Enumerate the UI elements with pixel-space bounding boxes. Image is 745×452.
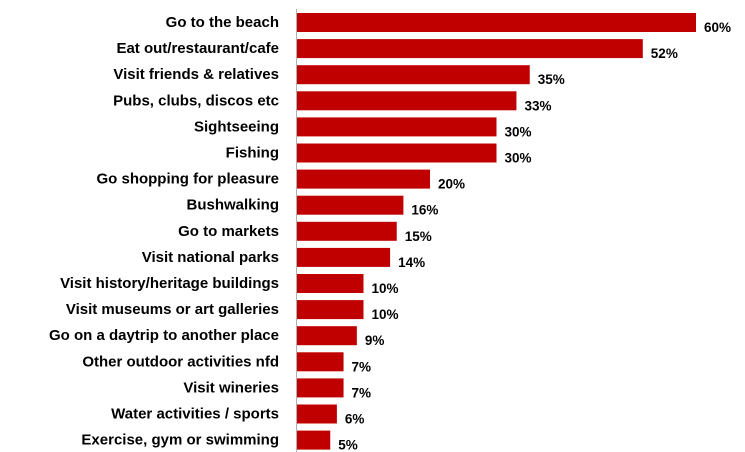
category-label: Go on a daytrip to another place: [49, 327, 279, 344]
data-label: 5%: [338, 438, 358, 452]
category-labels-group: Go to the beach Eat out/restaurant/cafe Vi…: [49, 14, 279, 449]
data-label: 20%: [438, 177, 465, 192]
bar: [297, 65, 530, 85]
category-label: Go shopping for pleasure: [96, 171, 279, 188]
category-label: Fishing: [226, 145, 279, 162]
category-label: Visit museums or art galleries: [66, 301, 279, 318]
bar: [297, 169, 430, 189]
bar: [297, 39, 643, 59]
bar: [297, 404, 337, 424]
bar: [297, 195, 404, 215]
bars-group: [297, 13, 696, 450]
data-label: 52%: [651, 46, 678, 61]
category-label: Eat out/restaurant/cafe: [116, 40, 279, 57]
category-label: Visit national parks: [142, 249, 279, 266]
data-label: 30%: [505, 124, 532, 139]
bar: [297, 326, 357, 346]
bar: [297, 247, 391, 267]
bar: [297, 274, 364, 293]
category-label: Sightseeing: [194, 118, 279, 135]
category-label: Pubs, clubs, discos etc: [113, 92, 279, 109]
category-label: Visit history/heritage buildings: [60, 275, 279, 292]
category-label: Bushwalking: [186, 197, 279, 214]
value-labels-group: 60% 52% 35% 33% 30% 30% 20%16% 15% 14% 10% 10% 9% 7%…: [338, 20, 731, 452]
bar: [297, 430, 331, 450]
data-label: 30%: [505, 151, 532, 166]
data-label: 9%: [365, 333, 385, 348]
category-label: Visit friends & relatives: [113, 66, 279, 83]
data-label: 60%: [704, 20, 731, 35]
data-label: 7%: [352, 359, 372, 374]
data-label: 33%: [524, 98, 551, 113]
data-label: 10%: [372, 307, 399, 322]
data-label: 35%: [538, 72, 565, 87]
bar: [297, 352, 344, 372]
data-label: 14%: [398, 255, 425, 270]
data-label: 6%: [345, 412, 365, 427]
bar: [297, 13, 696, 32]
bar: [297, 378, 344, 398]
category-label: Go to the beach: [166, 14, 279, 31]
bar: [297, 143, 497, 163]
bar: [297, 117, 497, 137]
category-label: Exercise, gym or swimming: [81, 432, 279, 449]
category-label: Other outdoor activities nfd: [82, 353, 279, 370]
category-label: Go to markets: [178, 223, 279, 240]
bar: [297, 221, 397, 241]
data-label: 15%: [405, 229, 432, 244]
data-label: 10%: [372, 281, 399, 296]
bar: [297, 300, 364, 320]
data-label: 16%: [411, 203, 438, 218]
category-label: Water activities / sports: [111, 406, 279, 423]
category-label: Visit wineries: [183, 379, 279, 396]
bar: [297, 91, 517, 111]
data-label: 7%: [352, 385, 372, 400]
